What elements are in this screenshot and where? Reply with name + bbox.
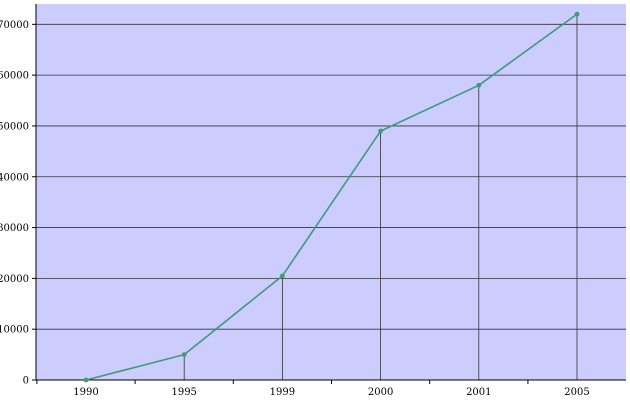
y-tick-label: 20000 (0, 274, 29, 285)
x-tick-label: 1999 (270, 387, 295, 398)
y-tick-label: 30000 (0, 223, 29, 234)
y-tick-label: 60000 (0, 71, 29, 82)
y-tick-label: 70000 (0, 20, 29, 31)
data-point-1999 (280, 273, 285, 279)
x-tick-labels: 1990 1995 1999 2000 2001 2005 (73, 387, 589, 398)
y-tick-label: 0 (23, 376, 29, 387)
data-point-1990 (83, 377, 89, 383)
axes (32, 4, 626, 384)
x-tick-label: 2001 (466, 387, 491, 398)
data-point-1995 (181, 352, 187, 357)
y-tick-label: 40000 (0, 172, 29, 183)
data-point-2005 (574, 11, 580, 17)
data-point-2000 (378, 128, 383, 134)
drop-lines (183, 14, 578, 380)
series-line-layer (85, 13, 578, 381)
x-tick-label: 2000 (368, 387, 393, 398)
plot-area (36, 4, 626, 380)
gridlines (36, 23, 626, 330)
x-tick-label: 1990 (73, 387, 98, 398)
data-points (83, 11, 580, 383)
y-tick-label: 10000 (0, 325, 29, 336)
x-tick-label: 2005 (564, 387, 589, 398)
y-tick-label: 50000 (0, 121, 29, 132)
y-tick-labels: 0 10000 20000 30000 40000 50000 60000 70000 (0, 20, 29, 387)
x-tick-label: 1995 (171, 387, 196, 398)
data-point-2001 (476, 82, 482, 88)
series-line (85, 13, 578, 381)
